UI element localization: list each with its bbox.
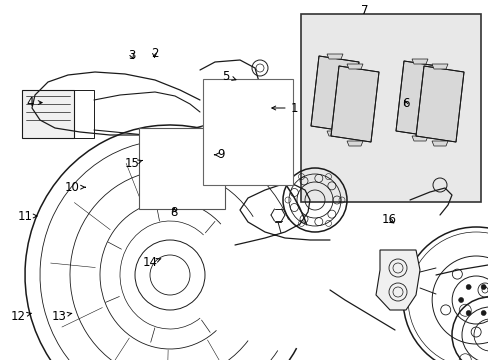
Circle shape xyxy=(465,284,470,289)
Polygon shape xyxy=(411,136,427,141)
Text: 4: 4 xyxy=(26,96,42,109)
Text: 3: 3 xyxy=(128,49,136,62)
Polygon shape xyxy=(375,250,419,310)
Text: 5: 5 xyxy=(222,70,236,83)
Polygon shape xyxy=(346,64,362,69)
Text: 10: 10 xyxy=(65,181,85,194)
Text: 15: 15 xyxy=(124,157,142,170)
Circle shape xyxy=(465,310,470,315)
Circle shape xyxy=(480,284,485,289)
Polygon shape xyxy=(310,56,358,132)
Text: 6: 6 xyxy=(401,97,409,110)
Bar xyxy=(203,79,293,185)
Polygon shape xyxy=(431,64,447,69)
Text: 11: 11 xyxy=(18,210,37,222)
Polygon shape xyxy=(330,66,378,142)
Polygon shape xyxy=(346,141,362,146)
Text: 16: 16 xyxy=(381,213,395,226)
Polygon shape xyxy=(431,141,447,146)
Bar xyxy=(22,90,74,138)
Polygon shape xyxy=(395,61,443,137)
Text: 7: 7 xyxy=(360,4,368,17)
Polygon shape xyxy=(326,54,342,59)
Circle shape xyxy=(458,297,463,302)
Text: 9: 9 xyxy=(214,148,224,161)
Bar xyxy=(139,128,224,209)
Text: 8: 8 xyxy=(170,206,178,219)
Text: 12: 12 xyxy=(11,310,32,323)
Polygon shape xyxy=(415,66,463,142)
Polygon shape xyxy=(411,59,427,64)
Text: 13: 13 xyxy=(51,310,72,323)
Bar xyxy=(300,14,480,202)
Polygon shape xyxy=(326,131,342,136)
Bar xyxy=(74,90,94,138)
Text: 1: 1 xyxy=(271,102,298,114)
Circle shape xyxy=(480,310,485,315)
Text: 14: 14 xyxy=(143,256,161,269)
Text: 2: 2 xyxy=(150,47,158,60)
